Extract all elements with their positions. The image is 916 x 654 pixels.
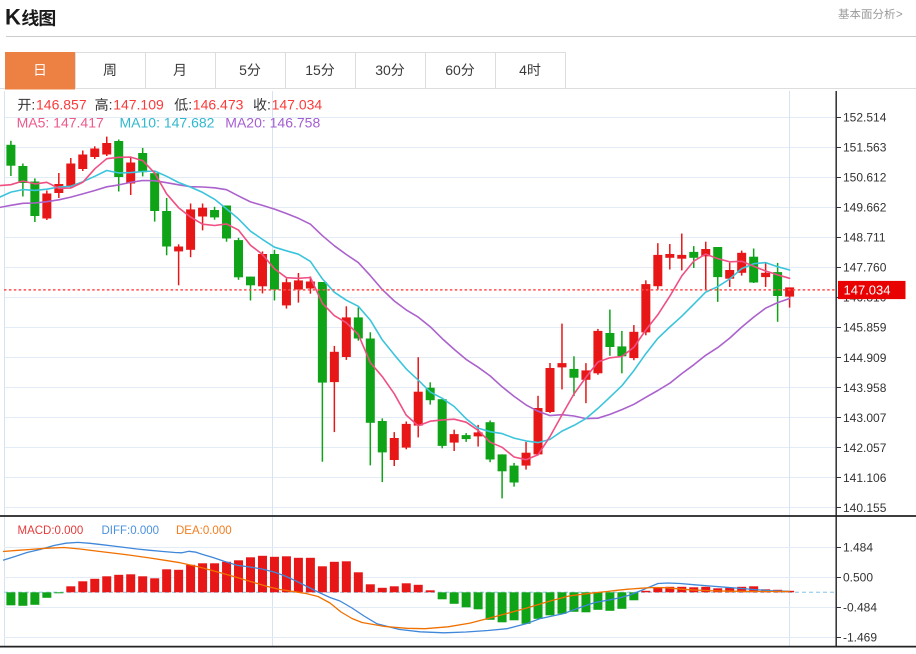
svg-text:15: 15: [305, 62, 321, 78]
svg-text:5: 5: [239, 62, 247, 78]
svg-text:149.662: 149.662: [843, 201, 887, 215]
svg-text:147.109: 147.109: [113, 97, 164, 113]
svg-text::: :: [109, 97, 113, 113]
svg-text:MACD:0.000: MACD:0.000: [18, 525, 84, 537]
svg-text:K: K: [5, 5, 21, 30]
svg-text:146.473: 146.473: [193, 97, 244, 113]
svg-text:146.857: 146.857: [36, 97, 87, 113]
svg-text:140.155: 140.155: [843, 501, 887, 515]
svg-text:1.484: 1.484: [843, 540, 873, 554]
svg-text:-1.469: -1.469: [843, 631, 877, 645]
svg-text:142.057: 142.057: [843, 441, 887, 455]
svg-text:143.007: 143.007: [843, 411, 887, 425]
svg-text:147.034: 147.034: [844, 283, 891, 298]
svg-text:0.500: 0.500: [843, 571, 873, 585]
svg-text:147.034: 147.034: [272, 97, 323, 113]
svg-text:143.958: 143.958: [843, 381, 887, 395]
svg-text:-0.484: -0.484: [843, 601, 877, 615]
svg-text:147.760: 147.760: [843, 261, 887, 275]
svg-text:MA10: 147.682: MA10: 147.682: [120, 115, 215, 131]
svg-text:145.859: 145.859: [843, 321, 887, 335]
svg-text::: :: [31, 97, 35, 113]
svg-text:151.563: 151.563: [843, 141, 887, 155]
svg-text:152.514: 152.514: [843, 111, 887, 125]
svg-text:150.612: 150.612: [843, 171, 887, 185]
svg-text:DEA:0.000: DEA:0.000: [176, 525, 232, 537]
svg-text:141.106: 141.106: [843, 471, 887, 485]
svg-text::: :: [188, 97, 192, 113]
svg-text:>: >: [896, 9, 903, 21]
svg-text:4: 4: [519, 62, 527, 78]
svg-text:MA5: 147.417: MA5: 147.417: [17, 115, 104, 131]
svg-text:60: 60: [445, 62, 461, 78]
svg-text:30: 30: [375, 62, 391, 78]
svg-text:148.711: 148.711: [843, 231, 886, 245]
svg-text:MA20: 146.758: MA20: 146.758: [225, 115, 320, 131]
svg-text:144.909: 144.909: [843, 351, 887, 365]
svg-text:DIFF:0.000: DIFF:0.000: [102, 525, 160, 537]
svg-text::: :: [267, 97, 271, 113]
